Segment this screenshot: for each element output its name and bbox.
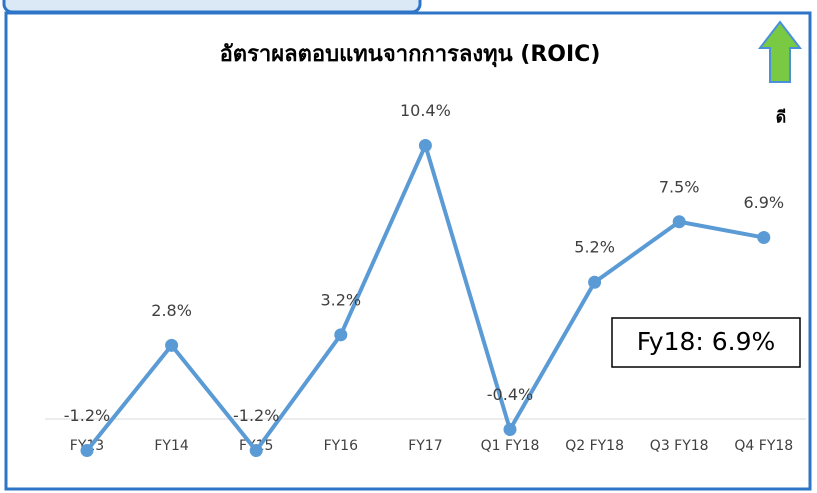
x-tick-label: FY14 xyxy=(154,438,189,454)
data-label: -1.2% xyxy=(233,406,279,425)
data-label: 7.5% xyxy=(659,177,700,196)
marker xyxy=(757,231,771,245)
chart-title: อัตราผลตอบแทนจากการลงทุน (ROIC) xyxy=(220,42,601,68)
data-label: -1.2% xyxy=(64,406,110,425)
marker xyxy=(418,138,432,152)
up-arrow xyxy=(757,20,803,83)
data-label: -0.4% xyxy=(487,385,533,404)
frame xyxy=(4,11,812,491)
arrow-label: ดี xyxy=(776,108,786,127)
marker xyxy=(249,444,263,458)
marker xyxy=(503,423,517,437)
x-tick-label: Q4 FY18 xyxy=(734,438,793,454)
x-tick-label: Q3 FY18 xyxy=(650,438,709,454)
data-label: 5.2% xyxy=(574,238,615,257)
annotation-box xyxy=(611,317,801,368)
marker xyxy=(334,328,348,342)
x-tick-label: FY16 xyxy=(324,438,359,454)
marker xyxy=(588,275,602,289)
marker xyxy=(165,338,179,352)
x-tick-label: Q2 FY18 xyxy=(565,438,624,454)
data-label: 2.8% xyxy=(151,301,192,320)
annotation-text: Fy18: 6.9% xyxy=(637,327,776,356)
x-tick-label: Q1 FY18 xyxy=(481,438,540,454)
marker xyxy=(672,215,686,229)
data-label: 3.2% xyxy=(320,290,361,309)
header-tab xyxy=(2,0,422,14)
x-tick-label: FY17 xyxy=(408,438,442,454)
marker xyxy=(80,444,94,458)
data-label: 6.9% xyxy=(743,193,784,212)
data-label: 10.4% xyxy=(400,101,451,120)
